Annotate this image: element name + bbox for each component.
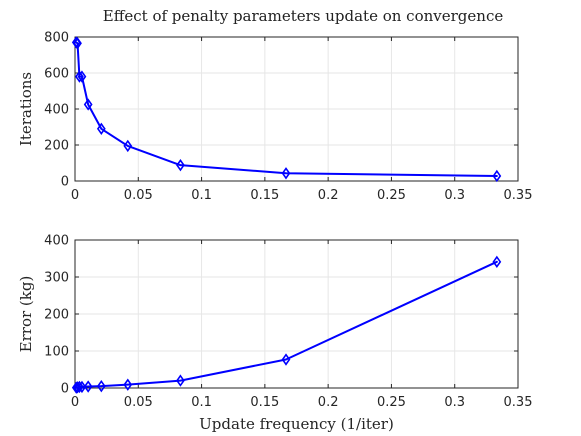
iterations-x-tick-label: 0.25 xyxy=(377,188,406,203)
iterations-x-tick-label: 0.35 xyxy=(504,188,533,203)
error-data-point xyxy=(492,255,502,269)
iterations-data-point xyxy=(77,70,87,83)
error-data-point xyxy=(123,378,133,391)
error-x-tick-label: 0.2 xyxy=(318,395,339,410)
iterations-y-tick-label: 600 xyxy=(44,67,69,82)
iterations-data-point xyxy=(75,70,84,83)
error-x-tick-label: 0.15 xyxy=(250,395,279,410)
error-ticks: 0 0.05 0.1 0.15 0.2 0.25 0.3 0.35 0 100 200 300 400 xyxy=(44,234,532,411)
error-x-tick-label: 0.3 xyxy=(444,395,465,410)
iterations-data-point xyxy=(83,98,93,111)
error-data-point xyxy=(96,379,106,393)
error-data-point xyxy=(176,374,185,387)
error-y-tick-label: 400 xyxy=(44,234,69,249)
iterations-x-tick-label: 0.15 xyxy=(250,188,279,203)
iterations-series-line xyxy=(75,41,498,177)
iterations-data-point xyxy=(73,37,82,50)
iterations-ticks: 0 0.05 0.1 0.15 0.2 0.25 0.3 0.35 0 200 400 600 800 xyxy=(44,31,532,204)
error-y-tick-label: 200 xyxy=(44,308,69,323)
iterations-x-tick-label: 0 xyxy=(71,188,79,203)
error-x-tick-label: 0.25 xyxy=(377,395,406,410)
iterations-x-tick-label: 0.1 xyxy=(191,188,212,203)
error-x-axis-label: Update frequency (1/iter) xyxy=(199,415,394,433)
iterations-y-tick-label: 800 xyxy=(44,31,69,46)
error-x-tick-label: 0.1 xyxy=(191,395,212,410)
iterations-data-point xyxy=(96,122,106,135)
figure-title: Effect of penalty parameters update on c… xyxy=(103,7,504,25)
iterations-y-axis-label: Iterations xyxy=(17,72,35,146)
error-data-point xyxy=(75,380,84,394)
iterations-chart: 0 0.05 0.1 0.15 0.2 0.25 0.3 0.35 0 200 400 600 800 I… xyxy=(17,31,532,204)
error-data-point xyxy=(281,353,291,366)
error-chart: 0 0.05 0.1 0.15 0.2 0.25 0.3 0.35 0 100 200 300 400 E… xyxy=(17,234,532,434)
error-x-tick-label: 0.35 xyxy=(504,395,533,410)
iterations-data-point xyxy=(492,169,502,183)
iterations-data-point xyxy=(123,139,133,153)
error-y-axis-label: Error (kg) xyxy=(17,276,35,353)
iterations-data-point xyxy=(176,158,185,172)
iterations-x-tick-label: 0.3 xyxy=(444,188,465,203)
error-data-point xyxy=(77,380,87,394)
error-y-tick-label: 100 xyxy=(44,345,69,360)
iterations-y-tick-label: 400 xyxy=(44,103,69,118)
error-x-tick-label: 0 xyxy=(71,395,79,410)
iterations-y-tick-label: 0 xyxy=(61,175,69,190)
error-y-tick-label: 0 xyxy=(61,382,69,397)
iterations-y-tick-label: 200 xyxy=(44,139,69,154)
error-x-tick-label: 0.05 xyxy=(124,395,153,410)
iterations-x-tick-label: 0.2 xyxy=(318,188,339,203)
iterations-data-point xyxy=(281,167,291,180)
error-y-tick-label: 300 xyxy=(44,271,69,286)
error-data-point xyxy=(83,380,93,393)
iterations-x-tick-label: 0.05 xyxy=(124,188,153,203)
